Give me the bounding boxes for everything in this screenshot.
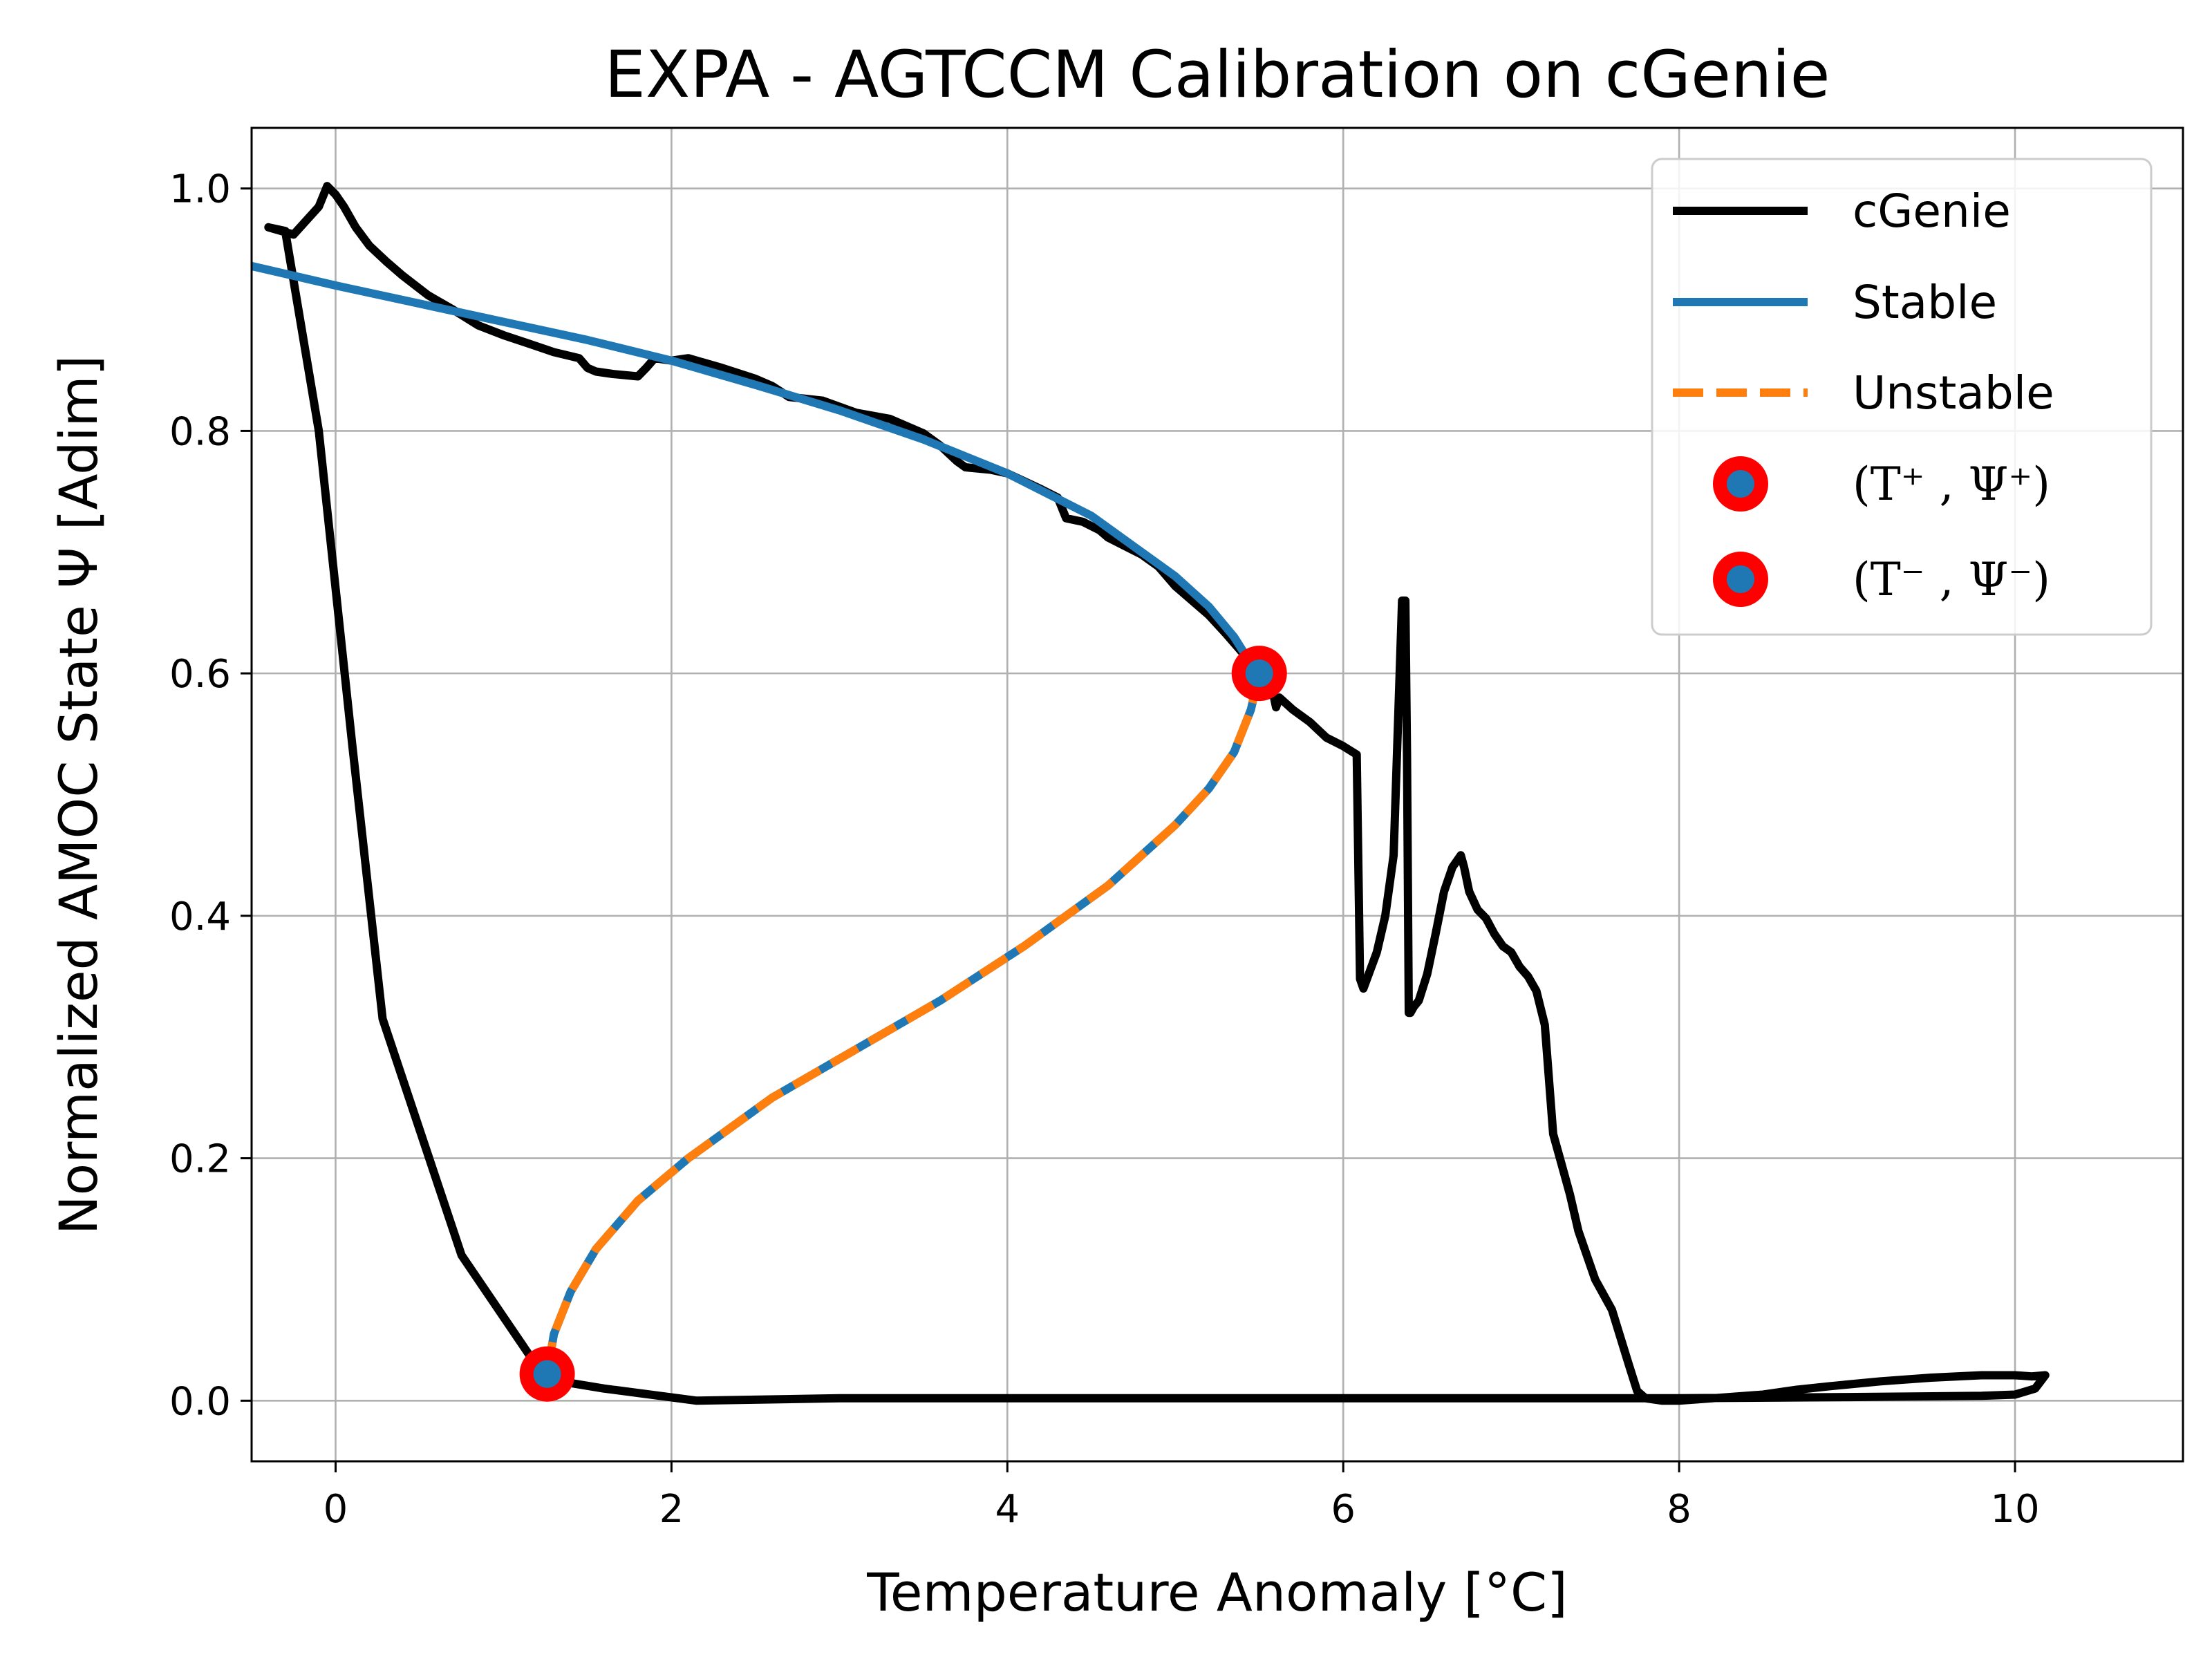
y-tick-label: 0.0 <box>169 1379 231 1424</box>
x-tick-label: 4 <box>995 1487 1020 1532</box>
y-axis-label: Normalized AMOC State Ψ [Adim] <box>48 355 109 1235</box>
series-unstable-line <box>543 672 1264 1375</box>
x-tick-label: 2 <box>659 1487 684 1532</box>
legend-label-cgenie: cGenie <box>1853 185 2011 238</box>
y-ticks: 0.0 0.2 0.4 0.6 0.8 1.0 <box>169 167 252 1424</box>
legend: cGenie Stable Unstable (T⁺ , Ψ⁺) (T⁻ , Ψ… <box>1651 158 2153 636</box>
y-tick-label: 0.4 <box>169 894 231 939</box>
legend-label-stable: Stable <box>1853 276 1997 329</box>
y-tick-label: 0.8 <box>169 409 231 454</box>
x-axis-label: Temperature Anomaly [°C] <box>866 1562 1567 1623</box>
series-stable-line <box>250 262 1263 677</box>
plot-frame <box>250 126 2184 1463</box>
point-tplus-marker <box>1231 646 1287 702</box>
legend-label-tplus: (T⁺ , Ψ⁺) <box>1853 458 2050 511</box>
x-tick-label: 8 <box>1667 1487 1691 1532</box>
legend-label-unstable: Unstable <box>1853 366 2054 420</box>
x-tick-label: 0 <box>324 1487 348 1532</box>
legend-label-tminus: (T⁻ , Ψ⁻) <box>1853 553 2050 606</box>
y-tick-label: 0.2 <box>169 1137 231 1182</box>
chart-title: EXPA - AGTCCM Calibration on cGenie <box>605 37 1830 113</box>
x-ticks: 0 2 4 6 8 10 <box>324 1461 2040 1532</box>
y-tick-label: 0.6 <box>169 652 231 697</box>
point-tminus-marker <box>519 1346 575 1402</box>
legend-marker-tminus <box>1713 552 1768 607</box>
series-layer <box>250 182 2050 1405</box>
legend-box <box>1651 158 2153 636</box>
series-cgenie-line <box>264 182 2050 1405</box>
legend-marker-tplus <box>1713 456 1768 512</box>
x-tick-label: 10 <box>1990 1487 2039 1532</box>
x-tick-label: 6 <box>1331 1487 1356 1532</box>
points-layer <box>519 646 1287 1402</box>
y-tick-label: 1.0 <box>169 167 231 212</box>
